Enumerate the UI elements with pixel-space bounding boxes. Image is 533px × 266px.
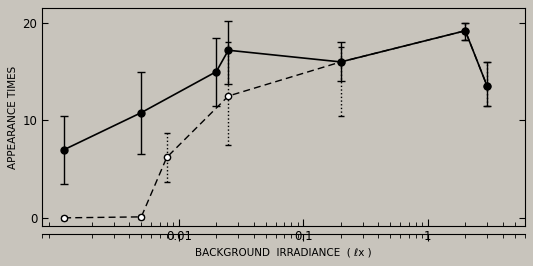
Y-axis label: APPEARANCE TIMES: APPEARANCE TIMES: [9, 65, 18, 169]
X-axis label: BACKGROUND  IRRADIANCE  ( ℓx ): BACKGROUND IRRADIANCE ( ℓx ): [195, 248, 372, 258]
